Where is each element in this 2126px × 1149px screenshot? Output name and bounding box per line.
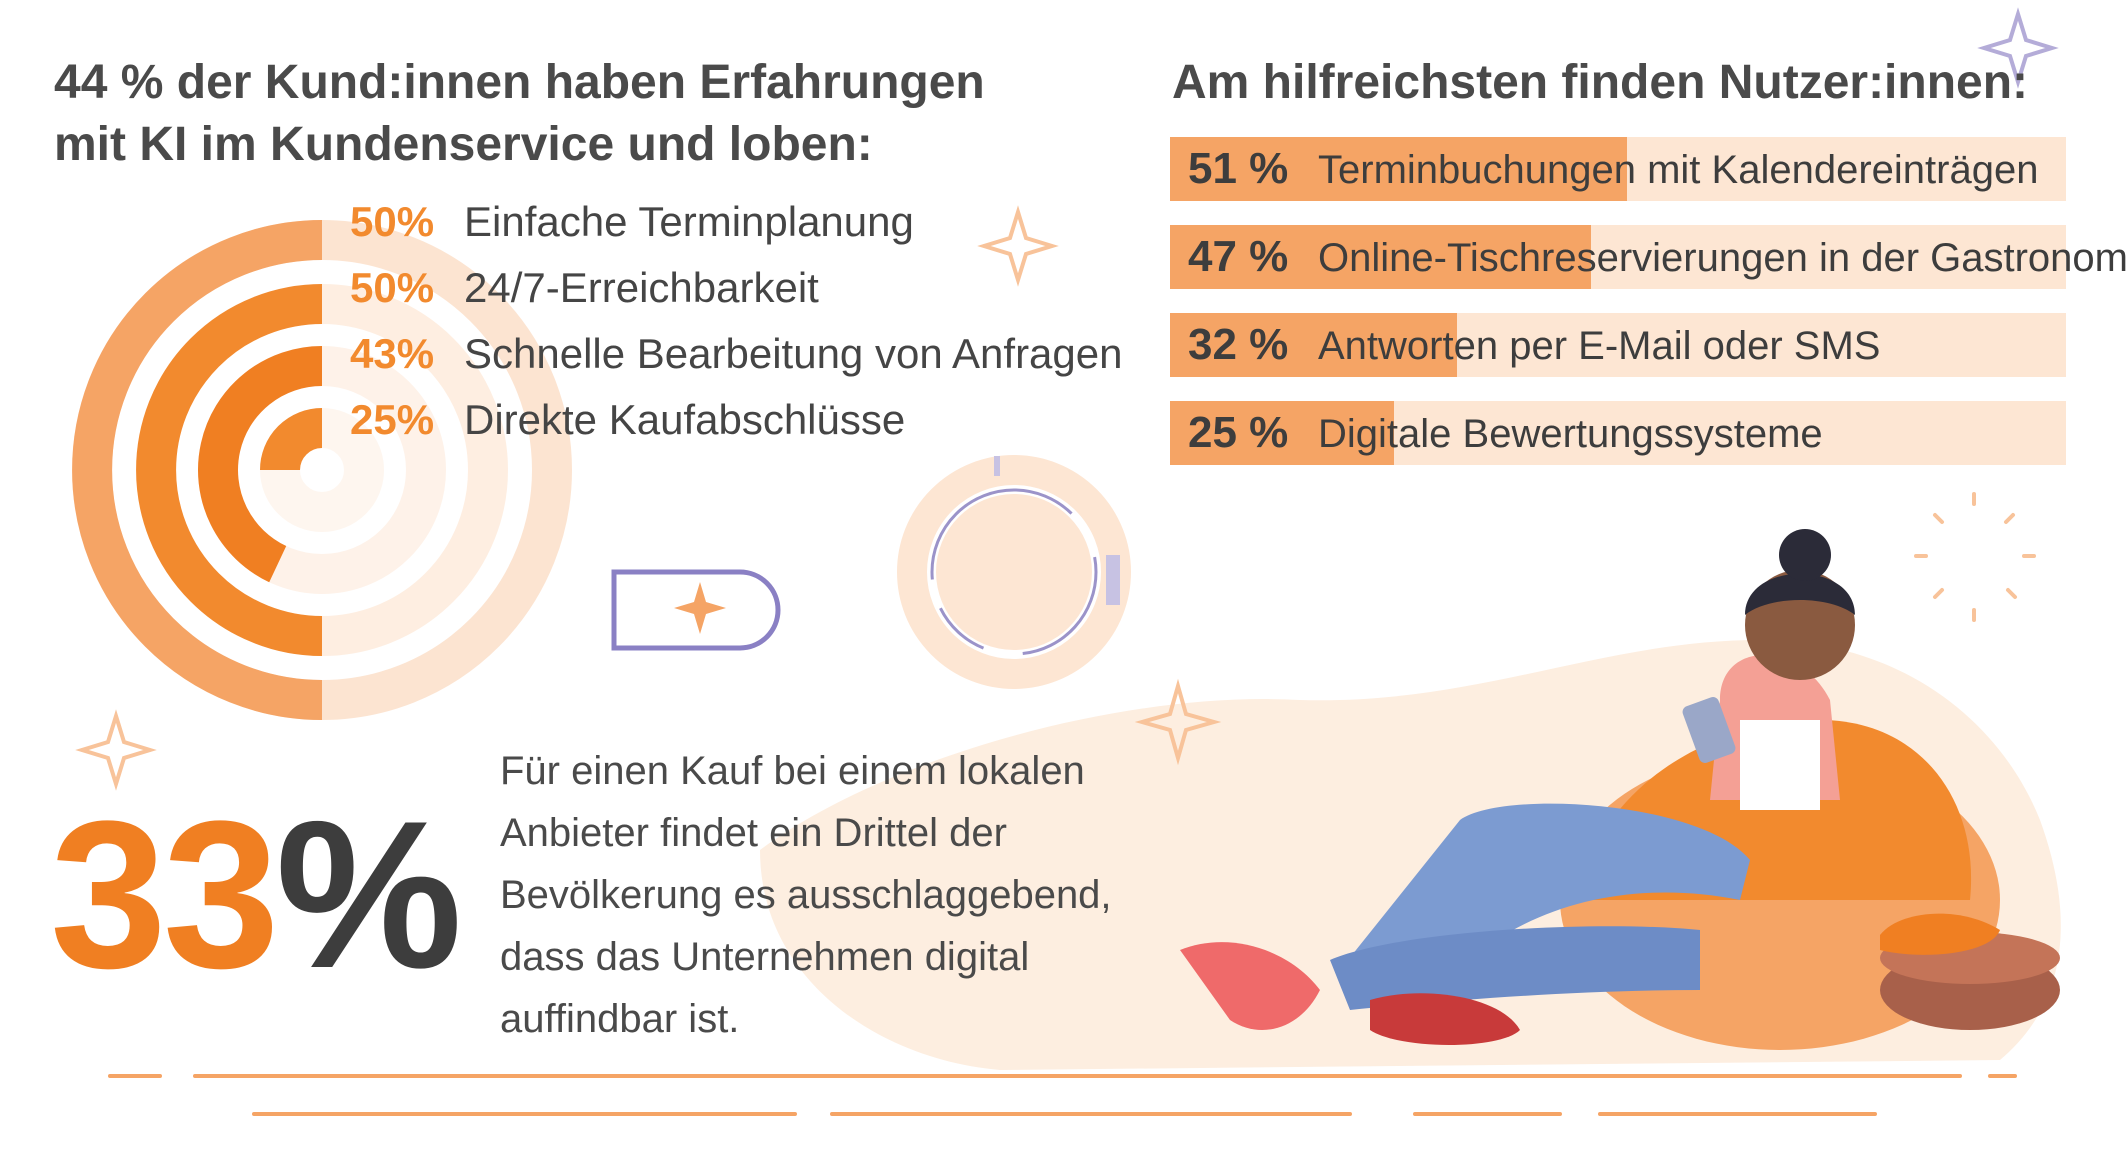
bar-text-3: 32 % Antworten per E-Mail oder SMS — [1188, 313, 1880, 377]
bar-label-3: Antworten per E-Mail oder SMS — [1318, 324, 1881, 368]
ring-label-1: 50% Einfache Terminplanung — [350, 197, 914, 247]
left-headline-line1: 44 % der Kund:innen haben Erfahrungen — [54, 56, 985, 109]
ring-label-3: 43% Schnelle Bearbeitung von Anfragen — [350, 329, 1123, 379]
ring-pct-1: 50% — [350, 198, 435, 245]
highlight-number-value: 33 — [50, 777, 280, 1012]
sparkle-icon — [75, 7, 2059, 791]
ring-arc-3 — [198, 346, 323, 583]
bar-text-1: 51 % Terminbuchungen mit Kalendereinträge… — [1188, 137, 2038, 201]
ring-pct-3: 43% — [350, 330, 435, 377]
bar-fill-1 — [1170, 137, 1627, 201]
ring-text-1: Einfache Terminplanung — [464, 198, 914, 245]
ring-arc-4 — [260, 408, 324, 472]
sun-rays-icon — [1914, 492, 2036, 622]
bar-text-2: 47 % Online-Tischreservierungen in der Ga… — [1188, 225, 2126, 289]
decorative-ring — [897, 455, 1131, 689]
bar-row-1: 51 % Terminbuchungen mit Kalendereinträge… — [1170, 137, 2066, 201]
ring-arc-1 — [72, 220, 323, 720]
spark-pill — [611, 569, 781, 651]
bar-fill-2 — [1170, 225, 1592, 289]
right-headline: Am hilfreichsten finden Nutzer:innen: — [1172, 56, 2029, 109]
bar-text-4: 25 % Digitale Bewertungssysteme — [1188, 401, 1823, 465]
ring-text-2: 24/7-Erreichbarkeit — [464, 264, 819, 311]
highlight-number: 33% — [50, 790, 462, 1000]
bar-pct-3: 32 % — [1188, 320, 1289, 369]
bottom-lines — [108, 1074, 2017, 1116]
bar-row-2: 47 % Online-Tischreservierungen in der Ga… — [1170, 225, 2126, 289]
ring-label-4: 25% Direkte Kaufabschlüsse — [350, 395, 905, 445]
bar-pct-2: 47 % — [1188, 232, 1289, 281]
bar-fill-4 — [1170, 401, 1394, 465]
bar-row-3: 32 % Antworten per E-Mail oder SMS — [1170, 313, 2066, 377]
ring-text-4: Direkte Kaufabschlüsse — [464, 396, 906, 443]
ring-pct-2: 50% — [350, 264, 435, 311]
bar-label-4: Digitale Bewertungssysteme — [1318, 412, 1823, 456]
person-illustration — [1180, 529, 2060, 1050]
ring-label-2: 50% 24/7-Erreichbarkeit — [350, 263, 819, 313]
highlight-percent-sign: % — [275, 777, 463, 1012]
left-headline: 44 % der Kund:innen haben Erfahrungen mi… — [54, 52, 1094, 176]
radial-chart — [72, 220, 572, 720]
bar-fill-3 — [1170, 313, 1457, 377]
bar-row-4: 25 % Digitale Bewertungssysteme — [1170, 401, 2066, 465]
ring-pct-4: 25% — [350, 396, 435, 443]
ring-text-3: Schnelle Bearbeitung von Anfragen — [464, 330, 1123, 377]
ring-arc-2 — [136, 284, 323, 656]
bar-pct-4: 25 % — [1188, 408, 1289, 457]
bar-pct-1: 51 % — [1188, 144, 1289, 193]
bar-label-2: Online-Tischreservierungen in der Gastro… — [1318, 236, 2126, 280]
highlight-text: Für einen Kauf bei einem lokalen Anbiete… — [500, 749, 1112, 1041]
bar-label-1: Terminbuchungen mit Kalendereinträgen — [1318, 148, 2039, 192]
left-headline-line2: mit KI im Kundenservice und loben: — [54, 118, 873, 171]
